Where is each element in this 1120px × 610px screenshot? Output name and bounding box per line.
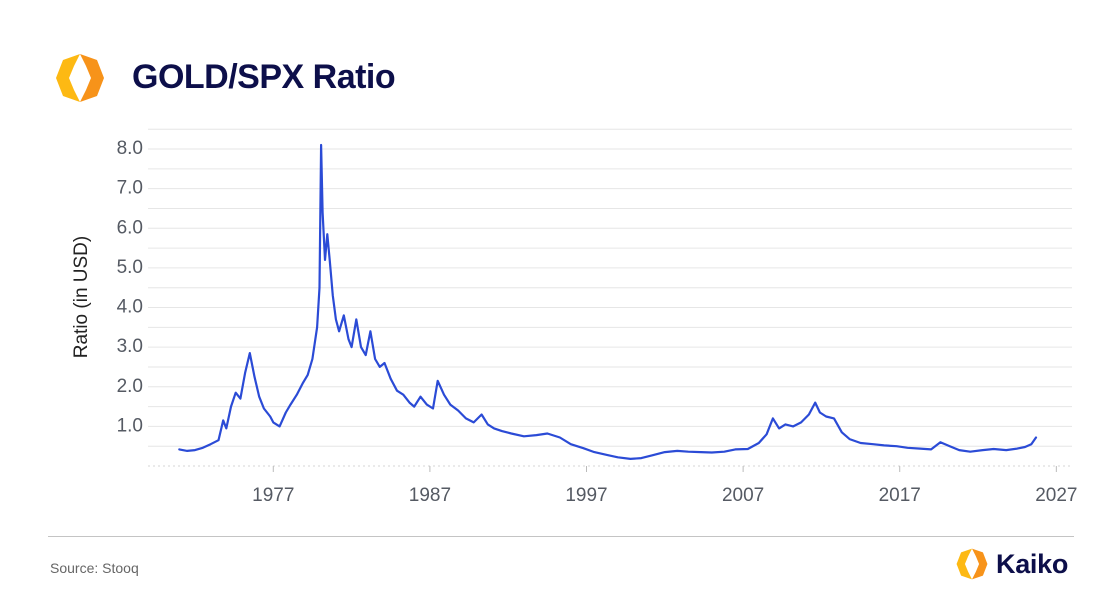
- logo-shape-left: [956, 548, 972, 580]
- y-tick-label: 1.0: [117, 415, 143, 436]
- kaiko-logo-icon: [956, 548, 988, 580]
- logo-shape-right: [80, 54, 104, 102]
- footer-divider: [48, 536, 1074, 537]
- x-tick-label: 1997: [565, 485, 607, 506]
- logo-shape-right: [972, 548, 988, 580]
- brand-logo: Kaiko: [954, 546, 1068, 582]
- x-tick-label: 2027: [1035, 485, 1077, 506]
- y-tick-label: 5.0: [117, 257, 143, 278]
- source-note: Source: Stooq: [50, 560, 139, 576]
- y-tick-label: 3.0: [117, 336, 143, 357]
- y-axis: 1.0 2.0 3.0 4.0 5.0 6.0 7.0 8.0: [117, 138, 143, 436]
- y-tick-label: 6.0: [117, 217, 143, 238]
- page-title: GOLD/SPX Ratio: [132, 58, 396, 96]
- y-axis-title: Ratio (in USD): [71, 236, 92, 358]
- x-axis: 1977 1987 1997 2007 2017 2027: [252, 466, 1077, 506]
- x-tick-label: 2017: [879, 485, 921, 506]
- y-tick-label: 2.0: [117, 376, 143, 397]
- x-tick-label: 1977: [252, 485, 294, 506]
- series-line: [178, 143, 1038, 460]
- x-tick-label: 2007: [722, 485, 764, 506]
- y-tick-label: 7.0: [117, 178, 143, 199]
- y-tick-label: 4.0: [117, 297, 143, 318]
- grid-lines: [148, 128, 1072, 467]
- logo-shape-left: [56, 54, 80, 102]
- x-tick-label: 1987: [409, 485, 451, 506]
- y-tick-label: 8.0: [117, 138, 143, 159]
- kaiko-logo-icon: [56, 54, 104, 102]
- brand-name: Kaiko: [996, 548, 1069, 579]
